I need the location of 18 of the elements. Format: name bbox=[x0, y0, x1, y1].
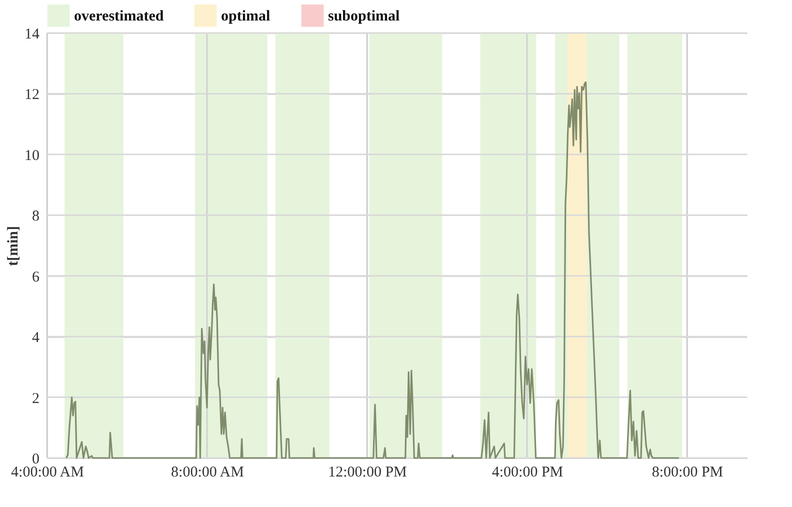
legend-label: optimal bbox=[221, 8, 270, 25]
y-tick-label: 6 bbox=[32, 269, 40, 286]
x-tick-label: 4:00:00 PM bbox=[492, 464, 564, 480]
x-tick-label: 8:00:00 PM bbox=[652, 464, 724, 480]
x-tick-label: 8:00:00 AM bbox=[171, 464, 244, 480]
legend-label: overestimated bbox=[74, 8, 164, 25]
y-tick-label: 2 bbox=[32, 390, 40, 407]
y-axis-title: t[min] bbox=[6, 226, 22, 266]
x-tick-label: 4:00:00 AM bbox=[11, 464, 84, 480]
line-series bbox=[65, 81, 680, 459]
x-tick-label: 12:00:00 PM bbox=[328, 464, 407, 480]
y-tick-label: 10 bbox=[24, 148, 40, 164]
y-tick-label: 0 bbox=[32, 452, 40, 468]
legend-label: suboptimal bbox=[328, 8, 400, 25]
y-tick-label: 14 bbox=[24, 26, 40, 42]
y-tick-label: 4 bbox=[32, 330, 40, 346]
y-tick-label: 12 bbox=[24, 87, 40, 104]
y-tick-label: 8 bbox=[32, 208, 40, 225]
